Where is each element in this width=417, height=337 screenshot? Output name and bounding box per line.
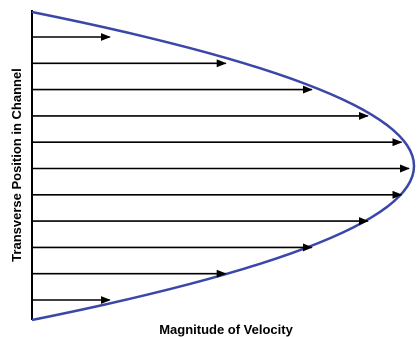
y-axis-label: Transverse Position in Channel [9, 68, 24, 262]
x-axis-label: Magnitude of Velocity [159, 322, 293, 337]
velocity-arrows [32, 33, 410, 304]
velocity-profile-curve [31, 10, 416, 322]
